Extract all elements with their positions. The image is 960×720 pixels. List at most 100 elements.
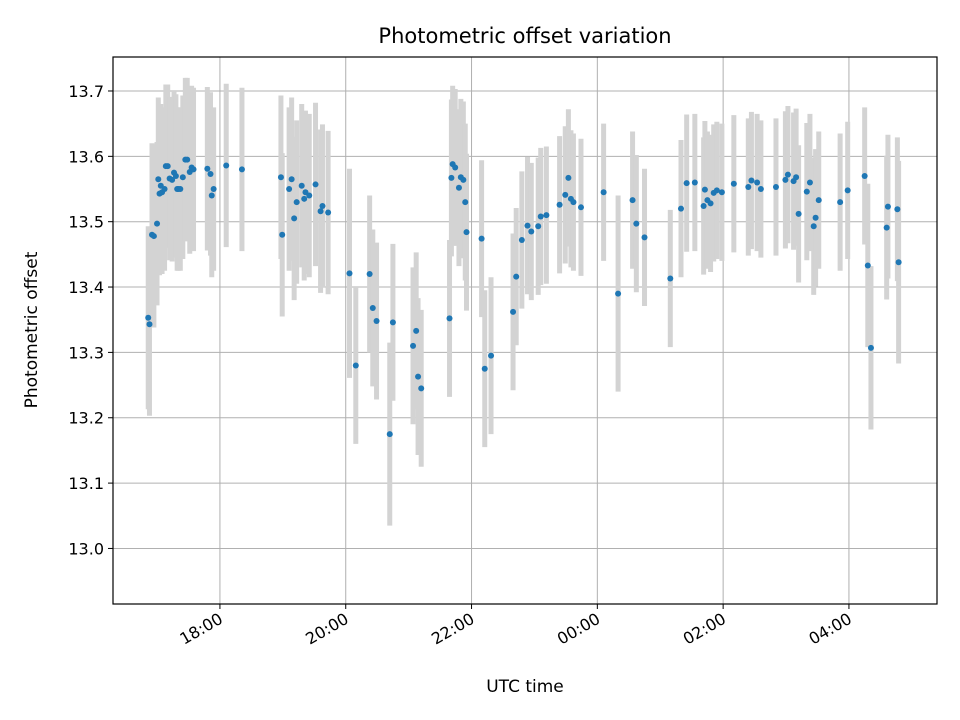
- data-point: [418, 385, 425, 392]
- y-tick-label: 13.0: [68, 539, 104, 558]
- data-point: [570, 199, 577, 206]
- data-point: [629, 197, 636, 204]
- data-points: [145, 156, 902, 438]
- data-point: [169, 176, 176, 183]
- y-tick-label: 13.2: [68, 409, 104, 428]
- data-point: [864, 262, 871, 269]
- data-point: [748, 177, 755, 184]
- data-point: [352, 362, 359, 369]
- data-point: [565, 174, 572, 181]
- x-tick-label: 22:00: [428, 609, 477, 649]
- data-point: [772, 184, 779, 191]
- data-point: [745, 184, 752, 191]
- data-point: [366, 270, 373, 277]
- data-point: [510, 308, 517, 315]
- y-axis: 13.0 13.1 13.2 13.3 13.4 13.5 13.6 13.7: [68, 82, 113, 558]
- data-point: [448, 174, 455, 181]
- data-point: [478, 235, 485, 242]
- data-point: [210, 186, 217, 193]
- data-point: [317, 208, 324, 215]
- x-axis: 18:00 20:00 22:00 00:00 02:00 04:00: [176, 604, 855, 649]
- data-point: [701, 186, 708, 193]
- x-tick-label: 18:00: [176, 609, 225, 649]
- data-point: [844, 187, 851, 194]
- data-point: [683, 180, 690, 187]
- error-bars: [145, 77, 902, 526]
- data-point: [161, 186, 168, 193]
- y-tick-label: 13.1: [68, 474, 104, 493]
- data-point: [513, 273, 520, 280]
- data-point: [306, 192, 313, 199]
- data-point: [410, 342, 417, 349]
- data-point: [415, 373, 422, 380]
- data-point: [543, 212, 550, 219]
- data-point: [204, 165, 211, 172]
- data-point: [803, 188, 810, 195]
- data-point: [325, 209, 332, 216]
- y-tick-label: 13.4: [68, 278, 104, 297]
- data-point: [884, 203, 891, 210]
- data-point: [312, 181, 319, 188]
- data-point: [301, 195, 308, 202]
- data-point: [184, 156, 191, 163]
- data-point: [389, 319, 396, 326]
- y-tick-label: 13.7: [68, 82, 104, 101]
- data-point: [754, 179, 761, 186]
- data-point: [146, 321, 153, 328]
- data-point: [373, 318, 380, 325]
- data-point: [562, 191, 569, 198]
- data-point: [713, 187, 720, 194]
- data-point: [488, 352, 495, 359]
- x-tick-label: 20:00: [302, 609, 351, 649]
- data-point: [784, 171, 791, 178]
- data-point: [208, 192, 215, 199]
- data-point: [883, 224, 890, 231]
- data-point: [177, 186, 184, 193]
- data-point: [155, 176, 162, 183]
- data-point: [810, 223, 817, 230]
- data-point: [172, 172, 179, 179]
- data-point: [346, 270, 353, 277]
- data-point: [806, 179, 813, 186]
- data-point: [667, 275, 674, 282]
- grid: [113, 57, 937, 604]
- x-tick-label: 02:00: [680, 609, 729, 649]
- data-point: [691, 179, 698, 186]
- data-point: [577, 204, 584, 211]
- data-point: [793, 174, 800, 181]
- data-point: [518, 236, 525, 243]
- data-point: [462, 199, 469, 206]
- data-point: [757, 186, 764, 193]
- data-point: [556, 201, 563, 208]
- x-tick-label: 04:00: [806, 609, 855, 649]
- data-point: [279, 231, 286, 238]
- x-axis-label: UTC time: [486, 677, 564, 697]
- data-point: [524, 222, 531, 229]
- data-point: [455, 184, 462, 191]
- data-point: [730, 180, 737, 187]
- data-point: [535, 223, 542, 230]
- data-point: [413, 327, 420, 334]
- data-point: [452, 164, 459, 171]
- data-point: [319, 203, 326, 210]
- data-point: [164, 163, 171, 170]
- data-point: [895, 259, 902, 266]
- data-point: [615, 290, 622, 297]
- data-point: [707, 200, 714, 207]
- data-point: [277, 174, 284, 181]
- chart-title: Photometric offset variation: [378, 24, 671, 48]
- data-point: [867, 344, 874, 351]
- data-point: [641, 234, 648, 241]
- data-point: [238, 166, 245, 173]
- data-point: [815, 197, 822, 204]
- data-point: [179, 174, 186, 181]
- y-tick-label: 13.3: [68, 343, 104, 362]
- data-point: [293, 199, 300, 206]
- data-point: [150, 233, 157, 240]
- data-point: [782, 176, 789, 183]
- data-point: [677, 205, 684, 212]
- data-point: [460, 176, 467, 183]
- data-point: [154, 220, 161, 227]
- data-point: [223, 162, 230, 169]
